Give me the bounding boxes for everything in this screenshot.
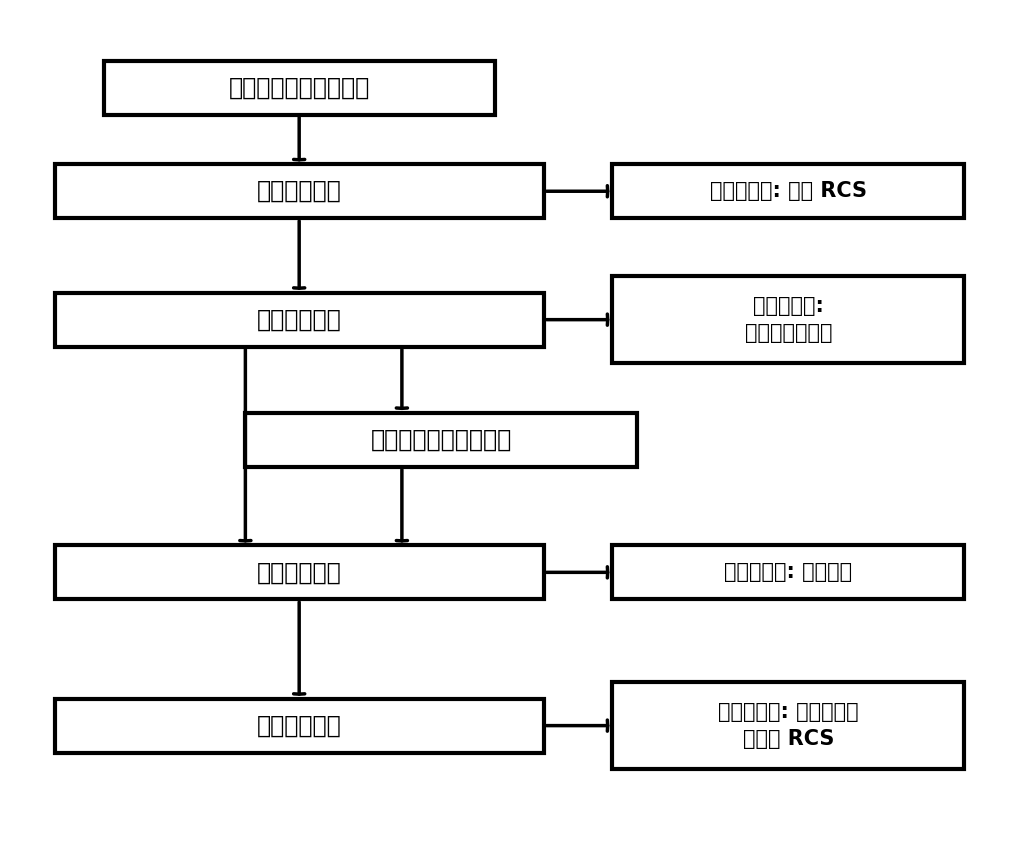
Bar [246, 413, 637, 467]
Text: 目标特征值: 散射中心: 目标特征值: 散射中心 [725, 563, 852, 583]
Text: 近场成像校正算法研究: 近场成像校正算法研究 [370, 428, 512, 452]
Bar [612, 545, 964, 599]
Text: 目标特征值:
一维、二维图像: 目标特征值: 一维、二维图像 [745, 297, 833, 343]
Bar [104, 60, 495, 115]
Bar [55, 164, 544, 218]
Text: 外推算法研究: 外推算法研究 [257, 714, 341, 738]
Bar [612, 164, 964, 218]
Bar [55, 293, 544, 347]
Bar [55, 545, 544, 599]
Bar [55, 699, 544, 753]
Text: 建立近场成像测量系统: 建立近场成像测量系统 [228, 76, 370, 100]
Text: 目标特征值: 近场 RCS: 目标特征值: 近场 RCS [710, 181, 867, 201]
Bar [612, 682, 964, 769]
Text: 目标特征值: 不同距离、
方位的 RCS: 目标特征值: 不同距离、 方位的 RCS [718, 702, 859, 749]
Text: 散射中心提取: 散射中心提取 [257, 560, 341, 584]
Text: 图像信息提取: 图像信息提取 [257, 307, 341, 331]
Text: 近场成像测量: 近场成像测量 [257, 180, 341, 204]
Bar [612, 276, 964, 363]
